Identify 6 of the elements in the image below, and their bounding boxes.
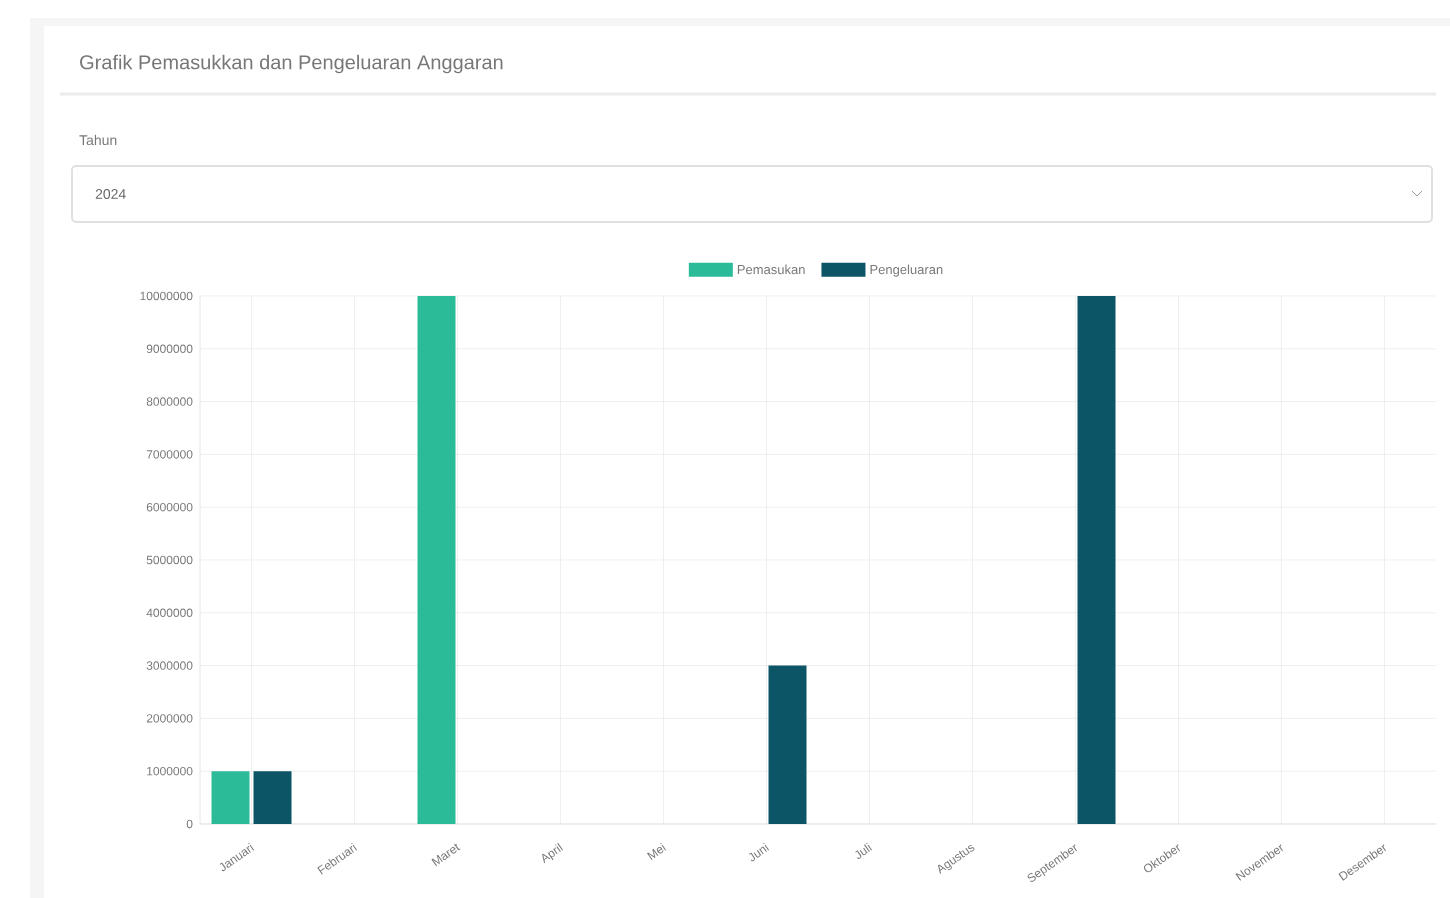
bar bbox=[1077, 295, 1116, 824]
bar bbox=[253, 771, 292, 824]
bar bbox=[768, 665, 807, 824]
bar bbox=[211, 771, 250, 824]
chart-title: Grafik Pemasukkan dan Pengeluaran Anggaran bbox=[80, 54, 503, 74]
bar bbox=[417, 295, 456, 824]
